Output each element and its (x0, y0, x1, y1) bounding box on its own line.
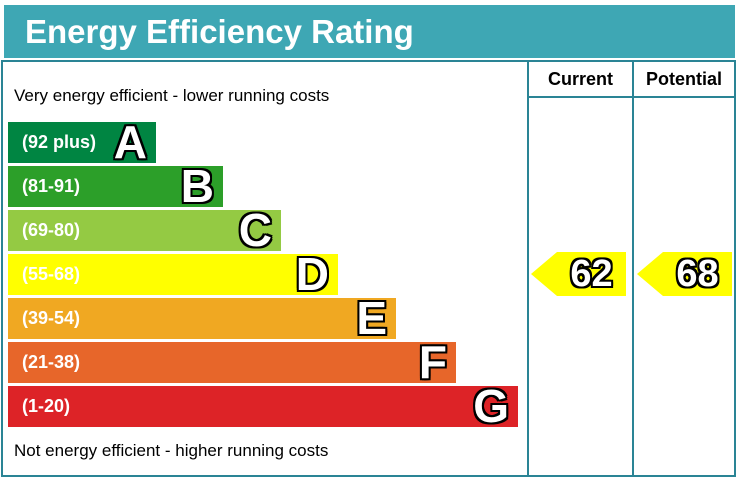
band-f: (21-38) F (8, 336, 456, 388)
current-column-header: Current (547, 68, 613, 89)
band-b-range: (81-91) (22, 176, 81, 196)
band-e: (39-54) E (8, 292, 396, 344)
band-c: (69-80) C (8, 204, 281, 256)
band-c-range: (69-80) (22, 220, 81, 240)
band-g: (1-20) G (8, 380, 518, 432)
band-d-letter: D (295, 248, 329, 300)
band-e-range: (39-54) (22, 308, 81, 328)
band-f-range: (21-38) (22, 352, 81, 372)
potential-column-left-border (632, 62, 634, 475)
current-rating-arrow: 62 (531, 252, 626, 296)
band-b-letter: B (180, 160, 214, 212)
chart-body: Current Potential Very energy efficient … (1, 60, 736, 477)
band-c-letter: C (238, 204, 272, 256)
band-g-letter: G (473, 380, 509, 432)
band-a-letter: A (113, 116, 147, 168)
bottom-caption: Not energy efficient - higher running co… (14, 441, 329, 460)
left-arrow-icon (637, 252, 732, 296)
left-arrow-icon (531, 252, 626, 296)
band-d-range: (55-68) (22, 264, 81, 284)
potential-rating-value: 68 (676, 252, 719, 295)
band-b: (81-91) B (8, 160, 223, 212)
band-f-letter: F (418, 336, 447, 388)
current-rating-value: 62 (570, 252, 613, 295)
column-header-underline (527, 96, 734, 98)
current-column-left-border (527, 62, 529, 475)
band-a: (92 plus) A (8, 116, 156, 168)
potential-column-header: Potential (645, 68, 722, 89)
chart-title-bar: Energy Efficiency Rating (4, 5, 735, 58)
chart-title: Energy Efficiency Rating (25, 12, 414, 50)
band-a-range: (92 plus) (22, 132, 97, 152)
band-e-letter: E (356, 292, 387, 344)
top-caption: Very energy efficient - lower running co… (14, 86, 330, 105)
potential-rating-arrow: 68 (637, 252, 732, 296)
band-d: (55-68) D (8, 248, 338, 300)
band-g-range: (1-20) (22, 396, 71, 416)
